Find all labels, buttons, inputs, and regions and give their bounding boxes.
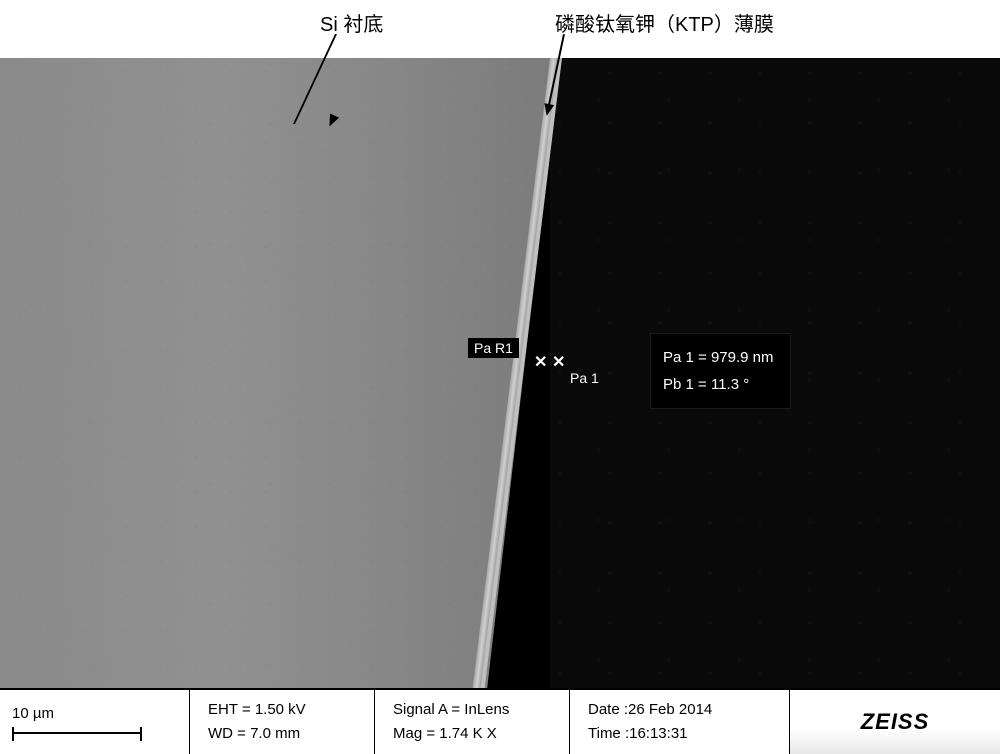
sem-info-bar: 10 µm EHT = 1.50 kV WD = 7.0 mm Signal A… <box>0 688 1000 754</box>
info-eht: EHT = 1.50 kV <box>208 698 356 722</box>
marker-pa-r1: Pa R1 <box>468 338 519 358</box>
arrow-substrate <box>370 34 372 100</box>
substrate-region <box>0 58 560 688</box>
marker-pa1: Pa 1 <box>564 368 605 388</box>
substrate-grain-texture <box>0 58 560 688</box>
scale-bar-text: 10 µm <box>12 705 177 722</box>
info-wd: WD = 7.0 mm <box>208 722 356 746</box>
info-mag: Mag = 1.74 K X <box>393 722 551 746</box>
zeiss-logo: ZEISS <box>790 690 1000 754</box>
info-column-date: Date :26 Feb 2014 Time :16:13:31 <box>570 690 790 754</box>
measurement-cross-1: ✕ <box>534 352 547 372</box>
annotation-header: Si 衬底 磷酸钛氧钾（KTP）薄膜 <box>0 0 1000 58</box>
info-time: Time :16:13:31 <box>588 722 771 746</box>
scale-bar-graphic <box>12 726 142 740</box>
info-column-signal: Signal A = InLens Mag = 1.74 K X <box>375 690 570 754</box>
measurement-pb1: Pb 1 = 11.3 ° <box>663 371 774 398</box>
scale-bar-section: 10 µm <box>0 690 190 754</box>
label-ktp-film: 磷酸钛氧钾（KTP）薄膜 <box>555 8 774 37</box>
info-column-eht: EHT = 1.50 kV WD = 7.0 mm <box>190 690 375 754</box>
measurement-pa1: Pa 1 = 979.9 nm <box>663 344 774 371</box>
info-date: Date :26 Feb 2014 <box>588 698 771 722</box>
info-signal: Signal A = InLens <box>393 698 551 722</box>
measurement-readout-box: Pa 1 = 979.9 nm Pb 1 = 11.3 ° <box>650 333 791 409</box>
scale-bar-line <box>12 732 142 734</box>
sem-image-area: Pa R1 ✕ ✕ Pa 1 Pa 1 = 979.9 nm Pb 1 = 11… <box>0 58 1000 688</box>
label-si-substrate: Si 衬底 <box>320 8 383 37</box>
arrow-film <box>563 34 565 92</box>
